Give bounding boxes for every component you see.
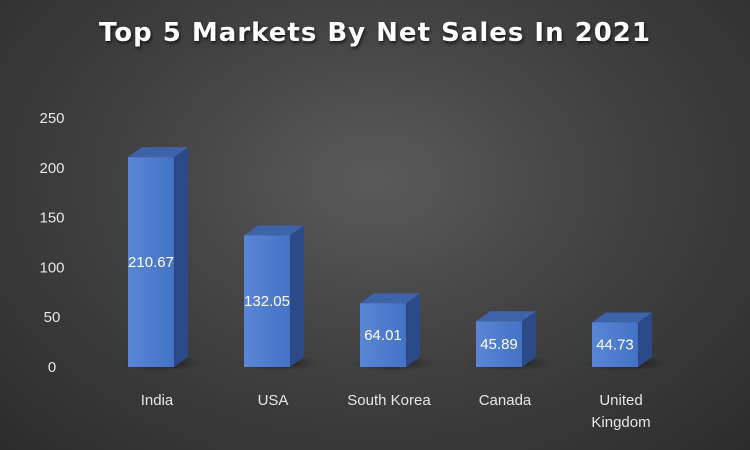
bar-front-face	[244, 235, 290, 367]
bar-data-label: 132.05	[244, 293, 290, 310]
bar-side-face	[406, 293, 420, 367]
y-axis: 0 50 100 150 200 250	[39, 110, 64, 376]
bar-top-face	[244, 225, 304, 236]
bar: 132.05	[236, 225, 318, 371]
bar: 45.89	[468, 311, 550, 371]
x-tick-label: USA	[258, 392, 289, 409]
x-tick-label: United Kingdom	[591, 392, 650, 431]
y-tick-label: 0	[48, 359, 56, 376]
chart-title: Top 5 Markets By Net Sales In 2021	[98, 18, 651, 48]
bar-data-label: 64.01	[364, 327, 402, 344]
y-tick-label: 100	[39, 259, 64, 276]
bar-front-face	[128, 157, 174, 367]
y-tick-label: 200	[39, 160, 64, 177]
bar-top-face	[476, 311, 536, 322]
y-tick-label: 50	[44, 309, 61, 326]
bar-data-label: 44.73	[596, 337, 634, 354]
bars-group: 210.67 132.05 64.01 45.89 44.73	[120, 147, 666, 371]
x-tick-label: Canada	[479, 392, 532, 409]
bar-top-face	[360, 293, 420, 304]
x-tick-label: India	[141, 392, 174, 409]
bar-top-face	[592, 312, 652, 323]
x-axis: India USA South Korea Canada United Kingdom	[141, 392, 651, 431]
bar-data-label: 210.67	[128, 254, 174, 271]
bar: 44.73	[584, 312, 666, 371]
bar: 210.67	[120, 147, 202, 371]
y-tick-label: 150	[39, 210, 64, 227]
bar-top-face	[128, 147, 188, 158]
bar-side-face	[290, 225, 304, 367]
bar: 64.01	[352, 293, 434, 371]
bar-front-face	[360, 303, 406, 367]
x-tick-label: South Korea	[347, 392, 431, 409]
bar-front-face	[592, 322, 638, 367]
bar-side-face	[522, 311, 536, 367]
bar-side-face	[174, 147, 188, 367]
y-tick-label: 250	[39, 110, 64, 127]
bar-side-face	[638, 312, 652, 367]
bar-data-label: 45.89	[480, 336, 518, 353]
bar-front-face	[476, 321, 522, 367]
